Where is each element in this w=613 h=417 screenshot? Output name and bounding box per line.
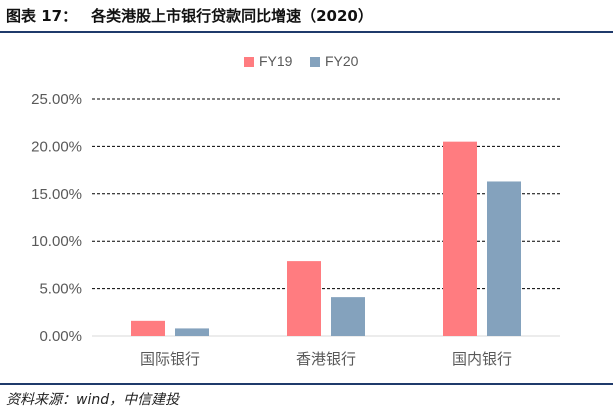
bar-fy20 — [487, 181, 521, 336]
bar-fy20 — [331, 297, 365, 336]
y-tick-label: 15.00% — [31, 186, 82, 203]
bar-fy19 — [443, 141, 477, 336]
legend-label-fy19: FY19 — [259, 53, 293, 69]
bar-fy19 — [287, 261, 321, 336]
y-tick-label: 5.00% — [39, 281, 82, 298]
y-tick-label: 25.00% — [31, 91, 82, 108]
legend-label-fy20: FY20 — [325, 53, 359, 69]
bar-fy19 — [131, 320, 165, 336]
figure-title-text: 各类港股上市银行贷款同比增速（2020） — [91, 7, 373, 25]
y-tick-label: 20.00% — [31, 138, 82, 155]
source-note: 资料来源：wind，中信建投 — [6, 392, 180, 408]
figure-title: 图表 17： 各类港股上市银行贷款同比增速（2020） — [6, 4, 373, 28]
top-rule — [0, 31, 613, 33]
legend-swatch-fy20 — [310, 57, 320, 67]
y-tick-label: 0.00% — [39, 328, 82, 345]
bar-fy20 — [175, 328, 209, 336]
figure-label: 图表 17： — [6, 7, 78, 25]
bottom-rule — [0, 383, 613, 385]
bar-chart: 0.00% 5.00% 10.00% 15.00% 20.00% 25.00% 国际银行 香港… — [31, 53, 560, 368]
x-tick-label: 国内银行 — [452, 350, 512, 368]
x-tick-label: 香港银行 — [296, 350, 356, 368]
y-tick-label: 10.00% — [31, 233, 82, 250]
x-tick-label: 国际银行 — [140, 350, 200, 368]
legend-swatch-fy19 — [244, 57, 254, 67]
